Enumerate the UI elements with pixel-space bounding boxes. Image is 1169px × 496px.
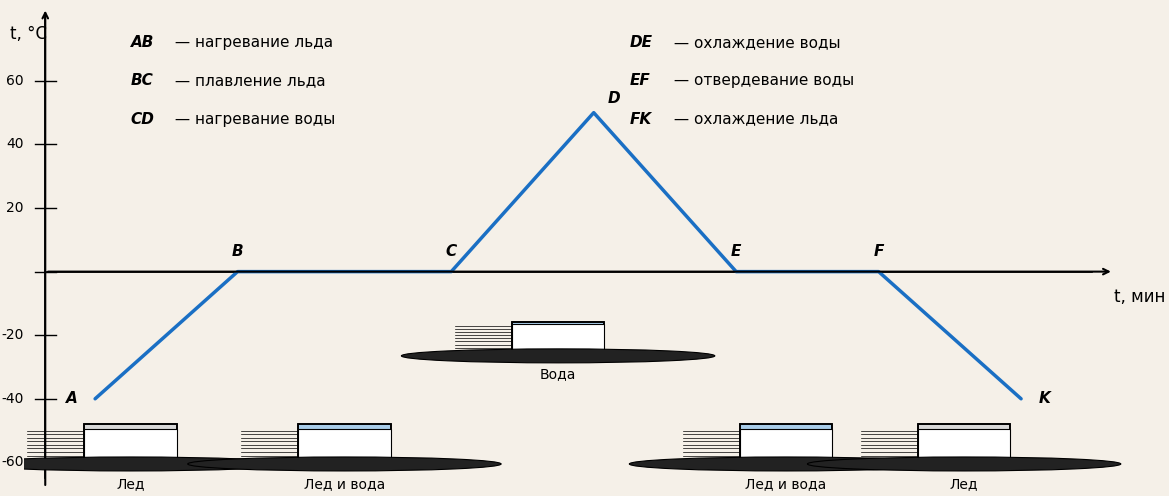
Text: Лед: Лед [950, 477, 978, 491]
Polygon shape [973, 459, 1003, 460]
Text: DE: DE [629, 35, 652, 50]
Polygon shape [810, 457, 832, 458]
Polygon shape [959, 451, 994, 452]
Bar [84, 424, 177, 469]
Polygon shape [311, 458, 340, 459]
Polygon shape [745, 453, 767, 454]
Bar [84, 429, 177, 460]
Text: CD: CD [131, 112, 154, 126]
Text: — отвердевание воды: — отвердевание воды [669, 73, 853, 88]
Polygon shape [768, 464, 787, 465]
Text: AB: AB [131, 35, 154, 50]
Polygon shape [989, 450, 1007, 451]
Text: F: F [873, 244, 884, 259]
Text: C: C [445, 244, 457, 259]
Text: t, °C: t, °C [9, 25, 47, 43]
Circle shape [629, 457, 942, 471]
Polygon shape [753, 458, 781, 459]
Text: A: A [65, 391, 77, 406]
Text: 40: 40 [6, 137, 23, 151]
Bar [512, 322, 604, 361]
Bar [918, 424, 1010, 469]
Text: Лед и вода: Лед и вода [304, 477, 385, 491]
Polygon shape [127, 461, 150, 462]
Polygon shape [144, 459, 165, 460]
Text: 20: 20 [6, 201, 23, 215]
Text: BC: BC [131, 73, 153, 88]
Circle shape [808, 457, 1121, 471]
Bar [740, 429, 832, 460]
Text: 60: 60 [6, 74, 23, 88]
Text: K: K [1039, 391, 1051, 406]
Polygon shape [368, 457, 390, 458]
Text: EF: EF [629, 73, 650, 88]
Polygon shape [784, 450, 802, 451]
Polygon shape [974, 449, 998, 450]
Polygon shape [123, 464, 152, 465]
Polygon shape [130, 445, 146, 446]
Bar [740, 424, 832, 469]
Polygon shape [983, 465, 1015, 466]
Text: Вода: Вода [540, 367, 576, 381]
Circle shape [0, 457, 288, 471]
Bar [298, 424, 390, 469]
Bar [918, 424, 1010, 469]
Polygon shape [314, 457, 340, 458]
Polygon shape [106, 437, 138, 439]
Text: -60: -60 [1, 455, 23, 469]
Polygon shape [938, 451, 974, 452]
Bar [298, 429, 390, 460]
Text: -20: -20 [1, 328, 23, 342]
Bar [84, 424, 177, 469]
Bar [298, 449, 390, 469]
Bar [740, 424, 832, 469]
Circle shape [401, 349, 714, 363]
Polygon shape [117, 442, 138, 443]
Text: — охлаждение льда: — охлаждение льда [669, 112, 838, 126]
Bar [918, 429, 1010, 460]
Text: FK: FK [629, 112, 651, 126]
Text: -40: -40 [1, 392, 23, 406]
Bar [298, 424, 390, 469]
Polygon shape [948, 462, 968, 463]
Text: B: B [231, 244, 243, 259]
Text: — охлаждение воды: — охлаждение воды [669, 35, 841, 50]
Polygon shape [326, 464, 345, 465]
Circle shape [188, 457, 502, 471]
Text: — нагревание льда: — нагревание льда [170, 35, 333, 50]
Text: Лед: Лед [117, 477, 145, 491]
Bar [740, 449, 832, 469]
Bar [512, 322, 604, 361]
Text: Лед и вода: Лед и вода [746, 477, 826, 491]
Text: — плавление льда: — плавление льда [170, 73, 325, 88]
Text: E: E [731, 244, 741, 259]
Polygon shape [343, 450, 360, 451]
Polygon shape [304, 453, 325, 454]
Polygon shape [933, 449, 954, 450]
Polygon shape [104, 450, 130, 451]
Bar [512, 324, 604, 352]
Text: — нагревание воды: — нагревание воды [170, 112, 336, 126]
Text: t, мин: t, мин [1114, 288, 1165, 306]
Text: D: D [608, 91, 621, 106]
Polygon shape [756, 457, 782, 458]
